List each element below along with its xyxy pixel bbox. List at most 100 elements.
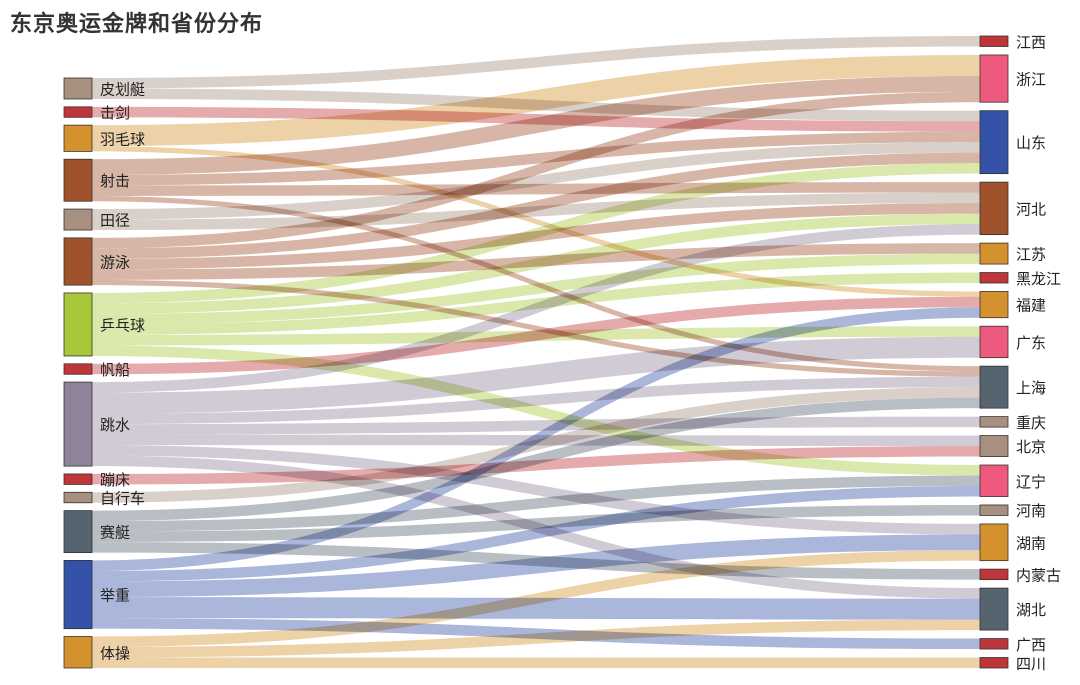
link-赛艇-河南 [92,504,980,543]
link-游泳-山东 [92,152,980,259]
source-node-自行车 [63,491,93,504]
link-乒乓球-山东 [92,163,980,304]
link-游泳-浙江 [92,91,980,249]
target-label-福建: 福建 [1016,297,1046,315]
link-射击-山东 [92,131,980,186]
link-乒乓球-河北 [92,213,980,314]
target-node-广东 [979,325,1009,359]
target-label-重庆: 重庆 [1016,414,1046,432]
source-node-射击 [63,158,93,202]
link-举重-湖南 [92,534,980,598]
target-label-江苏: 江苏 [1016,246,1046,264]
source-node-田径 [63,208,93,231]
source-label-射击: 射击 [100,172,130,190]
target-node-上海 [979,365,1009,409]
source-node-羽毛球 [63,124,93,152]
source-node-跳水 [63,381,93,467]
link-体操-四川 [92,657,980,668]
links-layer [92,36,980,668]
link-跳水-河北 [92,224,980,393]
link-赛艇-辽宁 [92,475,980,532]
link-乒乓球-江苏 [92,253,980,325]
source-label-田径: 田径 [100,212,130,230]
target-label-辽宁: 辽宁 [1016,473,1046,491]
link-体操-湖北 [92,619,980,658]
source-node-帆船 [63,363,93,375]
source-node-举重 [63,560,93,630]
target-label-上海: 上海 [1016,379,1046,397]
source-node-乒乓球 [63,292,93,357]
link-射击-浙江 [92,75,980,175]
target-node-重庆 [979,416,1009,428]
source-label-赛艇: 赛艇 [100,524,130,542]
target-node-河南 [979,504,1009,516]
target-node-四川 [979,657,1009,669]
nodes-layer [63,35,1009,669]
target-node-湖北 [979,587,1009,631]
target-label-江西: 江西 [1016,33,1046,51]
target-node-江苏 [979,242,1009,265]
source-label-羽毛球: 羽毛球 [100,130,145,148]
link-跳水-上海 [92,376,980,425]
link-跳水-湖南 [92,445,980,535]
target-node-浙江 [979,54,1009,103]
source-node-游泳 [63,237,93,286]
target-node-北京 [979,435,1009,457]
target-label-黑龙江: 黑龙江 [1016,270,1061,288]
source-node-赛艇 [63,510,93,553]
target-label-河南: 河南 [1016,502,1046,520]
link-举重-福建 [92,307,980,571]
target-node-山东 [979,110,1009,175]
chart-title: 东京奥运金牌和省份分布 [10,12,264,37]
source-label-跳水: 跳水 [100,416,130,434]
target-node-黑龙江 [979,272,1009,284]
link-举重-湖北 [92,597,980,620]
link-皮划艇-江西 [92,36,980,89]
link-射击-上海 [92,195,980,372]
target-label-内蒙古: 内蒙古 [1016,566,1061,584]
link-蹦床-北京 [92,446,980,485]
target-node-江西 [979,35,1009,47]
source-node-皮划艇 [63,77,93,100]
link-体操-湖南 [92,550,980,647]
source-label-游泳: 游泳 [100,254,130,272]
target-node-辽宁 [979,464,1009,497]
link-跳水-广东 [92,336,980,414]
source-label-乒乓球: 乒乓球 [100,316,145,334]
target-node-湖南 [979,523,1009,562]
source-node-蹦床 [63,473,93,485]
target-label-四川: 四川 [1016,655,1046,673]
target-node-福建 [979,291,1009,319]
target-node-河北 [979,181,1009,236]
link-田径-河北 [92,192,980,231]
target-node-广西 [979,638,1009,650]
link-游泳-上海 [92,279,980,377]
source-label-帆船: 帆船 [100,361,130,379]
target-label-广东: 广东 [1016,334,1046,352]
target-label-湖北: 湖北 [1016,601,1046,619]
link-跳水-重庆 [92,416,980,435]
link-田径-山东 [92,142,980,220]
target-label-河北: 河北 [1016,200,1046,218]
target-label-湖南: 湖南 [1016,534,1046,552]
source-label-体操: 体操 [100,644,130,662]
source-label-举重: 举重 [100,587,130,605]
source-node-击剑 [63,106,93,118]
target-label-广西: 广西 [1016,636,1046,654]
link-帆船-福建 [92,296,980,375]
source-label-自行车: 自行车 [100,490,145,508]
link-乒乓球-辽宁 [92,345,980,476]
source-node-体操 [63,636,93,669]
target-label-山东: 山东 [1016,134,1046,152]
target-node-内蒙古 [979,568,1009,581]
link-自行车-上海 [92,387,980,503]
link-羽毛球-浙江 [92,54,980,147]
source-label-皮划艇: 皮划艇 [100,81,145,99]
link-举重-辽宁 [92,486,980,582]
source-label-击剑: 击剑 [100,104,130,122]
link-赛艇-上海 [92,397,980,522]
link-羽毛球-福建 [92,146,980,297]
target-label-浙江: 浙江 [1016,71,1046,89]
